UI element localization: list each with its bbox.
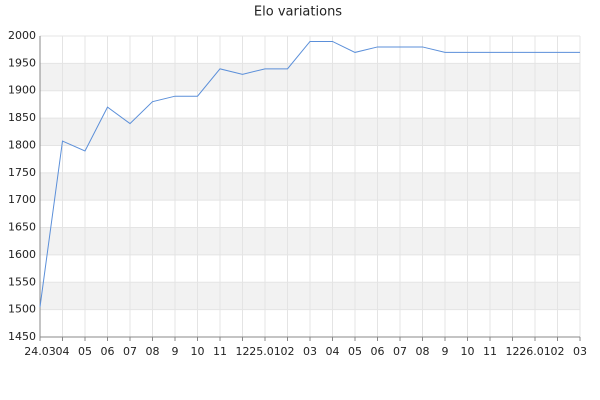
y-tick-label: 1600 xyxy=(8,248,36,261)
y-tick-label: 2000 xyxy=(8,29,36,42)
x-tick-label: 04 xyxy=(326,345,340,358)
x-tick-label: 26.01 xyxy=(519,345,551,358)
x-tick-label: 9 xyxy=(172,345,179,358)
y-tick-label: 1750 xyxy=(8,166,36,179)
x-tick-label: 24.03 xyxy=(24,345,56,358)
x-tick-label: 11 xyxy=(213,345,227,358)
x-tick-label: 07 xyxy=(393,345,407,358)
y-tick-label: 1450 xyxy=(8,330,36,343)
x-tick-label: 05 xyxy=(348,345,362,358)
y-tick-label: 1950 xyxy=(8,56,36,69)
y-tick-label: 1550 xyxy=(8,275,36,288)
y-tick-label: 1800 xyxy=(8,138,36,151)
x-tick-label: 02 xyxy=(281,345,295,358)
x-tick-label: 12 xyxy=(506,345,520,358)
x-tick-label: 03 xyxy=(573,345,587,358)
chart-title: Elo variations xyxy=(254,5,342,20)
y-tick-label: 1700 xyxy=(8,193,36,206)
x-tick-label: 03 xyxy=(303,345,317,358)
y-tick-label: 1650 xyxy=(8,221,36,234)
x-tick-label: 10 xyxy=(461,345,475,358)
data-line xyxy=(39,40,580,307)
x-tick-label: 06 xyxy=(101,345,115,358)
x-tick-label: 02 xyxy=(551,345,565,358)
x-tick-label: 06 xyxy=(371,345,385,358)
x-tick-label: 25.01 xyxy=(249,345,281,358)
y-tick-label: 1900 xyxy=(8,84,36,97)
x-tick-label: 12 xyxy=(236,345,250,358)
y-tick-label: 1500 xyxy=(8,303,36,316)
x-tick-label: 11 xyxy=(483,345,497,358)
x-tick-label: 08 xyxy=(146,345,160,358)
y-tick-label: 1850 xyxy=(8,111,36,124)
x-tick-label: 08 xyxy=(416,345,430,358)
x-tick-label: 05 xyxy=(78,345,92,358)
x-tick-label: 9 xyxy=(442,345,449,358)
x-tick-label: 10 xyxy=(191,345,205,358)
x-tick-label: 04 xyxy=(56,345,70,358)
x-tick-label: 07 xyxy=(123,345,137,358)
